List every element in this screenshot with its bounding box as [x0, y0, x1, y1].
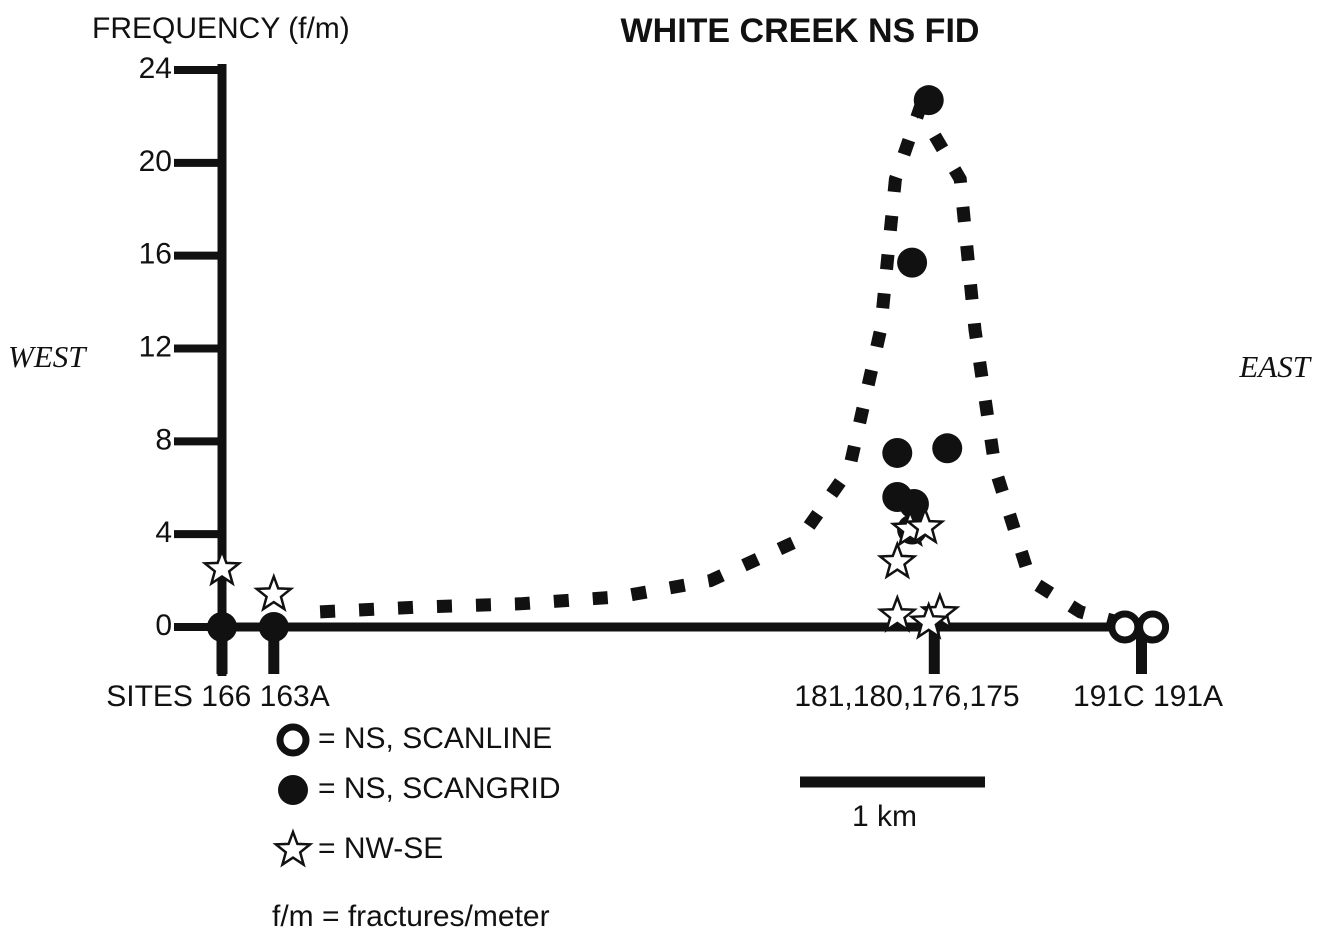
- site-label: 191C 191A: [1073, 680, 1223, 713]
- legend-symbol: [272, 828, 314, 868]
- y-tick-label: 20: [139, 145, 172, 178]
- point: [207, 612, 237, 642]
- point: [253, 572, 295, 612]
- y-tick-label: 12: [139, 330, 172, 363]
- site-label: SITES 166 163A: [106, 680, 329, 713]
- point: [258, 612, 289, 642]
- fit-curve: [319, 94, 1121, 629]
- legend-symbol: [278, 775, 308, 805]
- scale-bar-label: 1 km: [852, 800, 917, 833]
- west-label: WEST: [8, 339, 88, 374]
- y-tick-label: 24: [139, 52, 172, 85]
- point: [908, 600, 950, 640]
- legend-symbol: [276, 723, 310, 757]
- legend-label: = NS, SCANGRID: [318, 772, 561, 805]
- point: [898, 488, 929, 519]
- point: [876, 540, 918, 580]
- legend-label: = NS, SCANLINE: [318, 722, 552, 755]
- east-label: EAST: [1238, 349, 1312, 384]
- y-axis-label: FREQUENCY (f/m): [92, 12, 350, 45]
- point: [1136, 610, 1170, 644]
- point: [1108, 610, 1142, 644]
- legend-label: = NW-SE: [318, 832, 443, 865]
- footnote: f/m = fractures/meter: [272, 900, 550, 933]
- point: [904, 505, 946, 545]
- point: [882, 437, 913, 468]
- y-tick-label: 4: [155, 516, 172, 549]
- point: [201, 547, 243, 587]
- chart-title: WHITE CREEK NS FID: [621, 12, 980, 50]
- y-tick-label: 16: [139, 238, 172, 271]
- point: [932, 433, 963, 464]
- y-tick-label: 0: [155, 609, 172, 642]
- site-label: 181,180,176,175: [794, 680, 1019, 713]
- point: [897, 247, 928, 278]
- y-tick-label: 8: [155, 423, 172, 456]
- point: [913, 85, 944, 116]
- point: [876, 593, 918, 633]
